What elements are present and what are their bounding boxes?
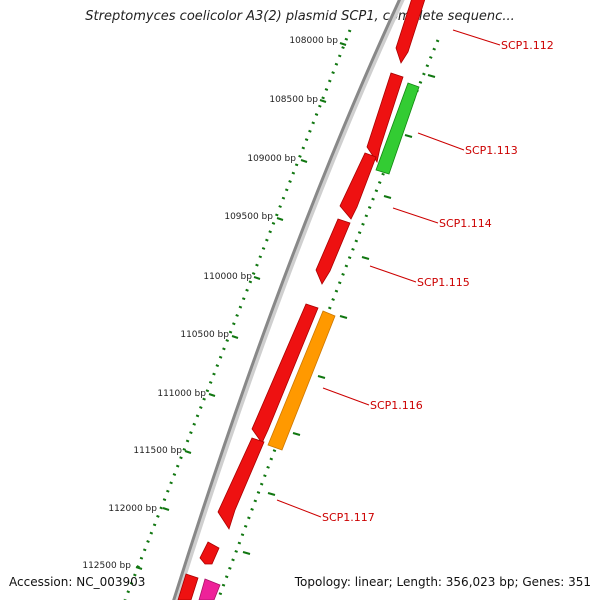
gene-label-scp1-114[interactable]: SCP1.114 (439, 217, 492, 230)
gene-label-scp1-113[interactable]: SCP1.113 (465, 144, 518, 157)
leader-line (417, 132, 465, 151)
gene-arrow-mid[interactable] (251, 303, 319, 444)
ruler-tick (253, 276, 261, 280)
leader-line (452, 29, 501, 46)
backbone-shadow (172, 0, 405, 600)
bp-tick-labels: 108000 bp 108500 bp 109000 bp 109500 bp … (82, 36, 338, 571)
gene-arrow-bottom-pink[interactable] (198, 578, 221, 600)
outer-ruler (216, 39, 440, 600)
tick-label: 108000 bp (289, 36, 338, 46)
ruler-tick (208, 393, 216, 397)
outer-ruler-tick (292, 432, 301, 436)
outer-ruler-tick (361, 256, 370, 260)
ruler-tick (135, 566, 143, 570)
gene-arrow-scp1-117[interactable] (217, 437, 265, 530)
sequence-summary: Topology: linear; Length: 356,023 bp; Ge… (294, 575, 591, 589)
leader-line (322, 387, 370, 406)
tick-label: 111500 bp (133, 446, 182, 456)
gene-arrow-scp1-114[interactable] (339, 152, 377, 220)
tick-label: 110000 bp (203, 272, 252, 282)
gene-arrow-scp1-112[interactable] (395, 0, 426, 64)
tick-label: 108500 bp (269, 95, 318, 105)
gene-arrow-small[interactable] (199, 541, 220, 565)
gene-label-scp1-115[interactable]: SCP1.115 (417, 276, 470, 289)
ruler-tick (184, 450, 192, 454)
tick-label: 112000 bp (108, 504, 157, 514)
gene-label-scp1-116[interactable]: SCP1.116 (370, 399, 423, 412)
outer-ruler-tick (317, 375, 326, 379)
tick-label: 109000 bp (247, 154, 296, 164)
gene-labels: SCP1.112 SCP1.113 SCP1.114 SCP1.115 SCP1… (322, 39, 554, 524)
outer-ruler-tick (339, 315, 348, 319)
ruler-tick (319, 99, 327, 103)
gene-arrow-scp1-113[interactable] (375, 82, 420, 175)
gene-label-scp1-112[interactable]: SCP1.112 (501, 39, 554, 52)
tick-label: 112500 bp (82, 561, 131, 571)
leader-line (369, 265, 417, 283)
accession-text: Accession: NC_003903 (9, 575, 146, 589)
ruler-tick (231, 335, 239, 339)
gene-arrow-upper[interactable] (366, 72, 404, 164)
ruler-tick (162, 507, 170, 511)
gene-arrow-scp1-115[interactable] (315, 218, 351, 285)
tick-label: 111000 bp (157, 389, 206, 399)
gene-arrow-scp1-116[interactable] (267, 310, 336, 451)
outer-ruler-tick (267, 492, 276, 496)
ruler-tick (276, 217, 284, 221)
gene-label-scp1-117[interactable]: SCP1.117 (322, 511, 375, 524)
bp-ruler (123, 29, 352, 600)
ruler-tick (300, 159, 308, 163)
ruler-dots (123, 29, 352, 600)
ruler-tick (339, 42, 347, 46)
backbone-line (172, 0, 402, 600)
tick-label: 109500 bp (224, 212, 273, 222)
leader-line (276, 499, 322, 518)
gene-features (177, 0, 426, 600)
outer-ruler-tick (242, 551, 251, 555)
gene-label-leaders (276, 29, 501, 518)
leader-line (392, 207, 439, 224)
outer-ruler-tick (427, 74, 436, 78)
outer-ruler-tick (383, 195, 392, 199)
gene-arrow-bottom-red[interactable] (177, 573, 199, 600)
tick-label: 110500 bp (180, 330, 229, 340)
outer-ruler-tick (404, 134, 413, 138)
